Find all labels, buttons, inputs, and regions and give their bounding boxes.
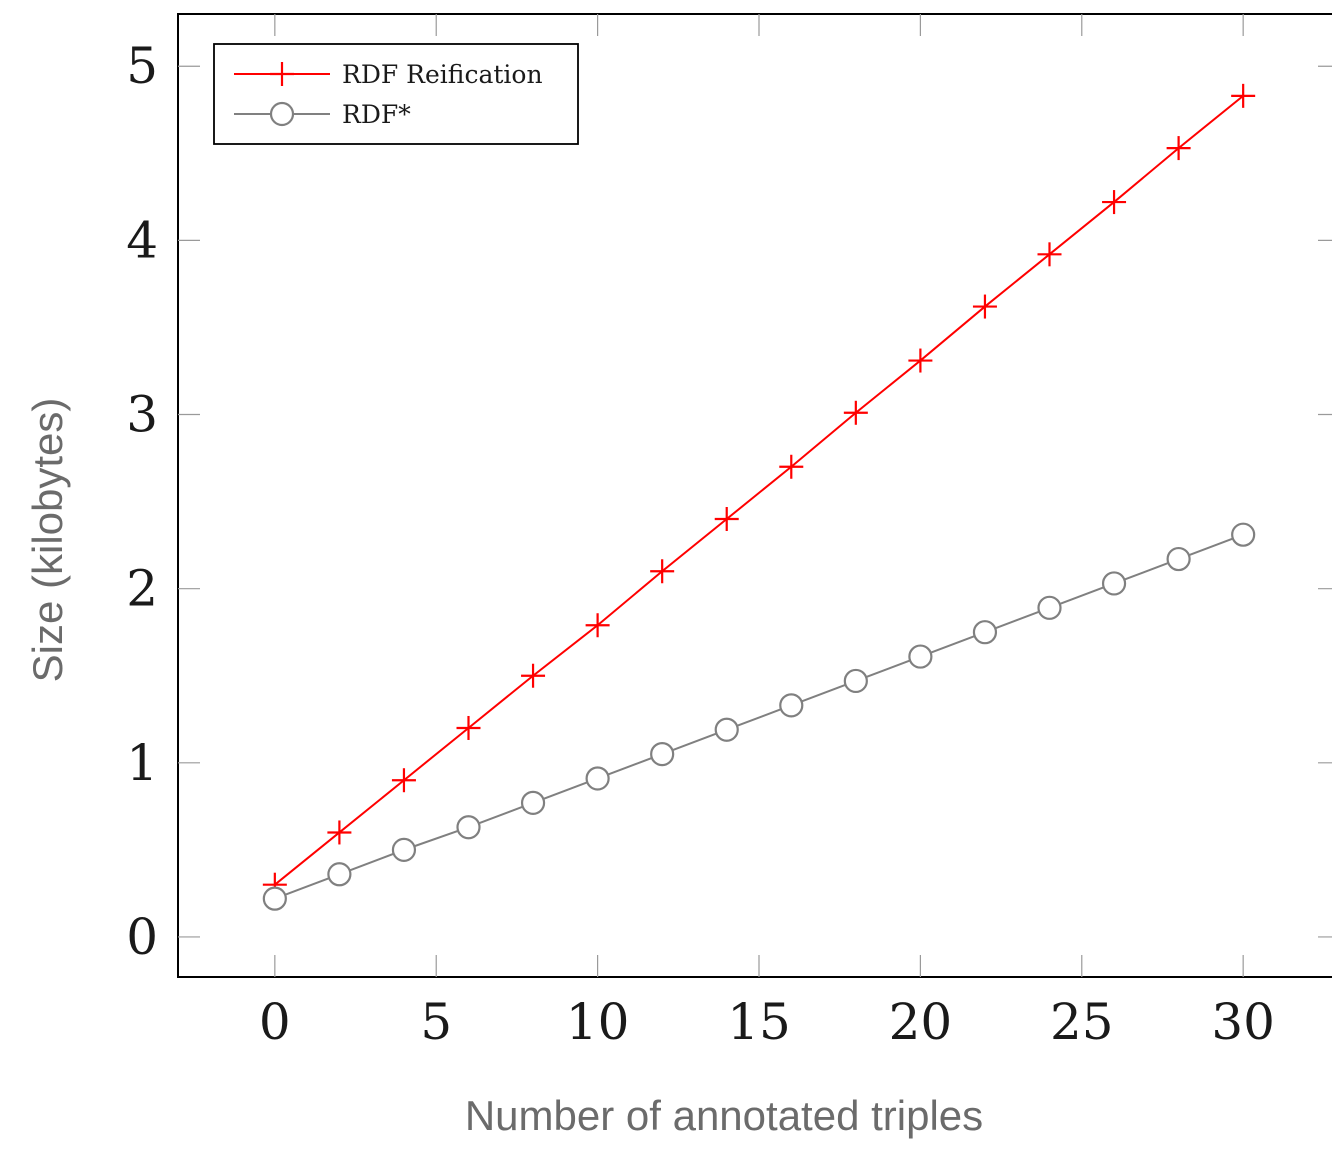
x-axis-label: Number of annotated triples — [465, 1092, 983, 1139]
legend-box — [213, 43, 579, 145]
data-point — [585, 766, 610, 791]
y-tick-label: 3 — [126, 386, 158, 444]
x-tick-label: 25 — [1050, 993, 1114, 1051]
data-point — [327, 820, 352, 845]
data-point — [1231, 522, 1256, 547]
y-tick-label: 0 — [126, 908, 158, 966]
data-point — [650, 559, 675, 584]
data-point — [327, 862, 352, 887]
series-rdf-reification — [262, 83, 1256, 897]
data-point — [650, 741, 675, 767]
y-tick-label: 5 — [126, 37, 158, 95]
x-tick-label: 5 — [420, 993, 452, 1051]
data-point — [1102, 190, 1127, 215]
x-tick-label: 20 — [889, 993, 953, 1051]
x-tick-label: 30 — [1211, 993, 1275, 1051]
legend-marker — [269, 101, 295, 127]
data-point — [456, 815, 481, 840]
x-tick-label: 10 — [566, 993, 630, 1051]
data-point — [1166, 546, 1191, 572]
y-tick-label: 1 — [126, 734, 158, 792]
data-point — [585, 613, 610, 638]
data-point — [779, 454, 804, 479]
data-point — [1101, 571, 1127, 596]
data-point — [714, 717, 739, 742]
data-point — [714, 507, 739, 532]
data-point — [520, 790, 546, 815]
data-point — [262, 886, 287, 911]
legend-item: RDF* — [234, 100, 411, 129]
data-point — [843, 400, 868, 425]
legend-label: RDF* — [342, 100, 411, 129]
data-point — [908, 348, 933, 373]
data-point — [1231, 83, 1256, 108]
legend-label: RDF Reification — [342, 60, 543, 89]
data-point — [456, 715, 481, 740]
legend-marker — [270, 62, 294, 86]
x-tick-label: 0 — [259, 993, 291, 1051]
data-point — [843, 668, 868, 694]
data-point — [391, 837, 417, 862]
data-point — [1037, 242, 1062, 267]
data-point — [972, 620, 998, 645]
y-tick-label: 4 — [126, 211, 158, 269]
legend-item: RDF Reification — [234, 60, 543, 89]
series-line — [274, 95, 1244, 886]
x-tick-label: 15 — [727, 993, 791, 1051]
y-tick-label: 2 — [126, 560, 158, 618]
data-point — [521, 663, 546, 688]
data-point — [779, 693, 804, 718]
data-point — [1166, 136, 1191, 161]
data-point — [1037, 595, 1062, 620]
data-point — [972, 294, 997, 319]
y-axis-label: Size (kilobytes) — [24, 398, 71, 683]
data-point — [908, 644, 933, 669]
series-line — [274, 533, 1244, 900]
series-rdf-star — [262, 522, 1256, 911]
data-point — [391, 768, 416, 793]
